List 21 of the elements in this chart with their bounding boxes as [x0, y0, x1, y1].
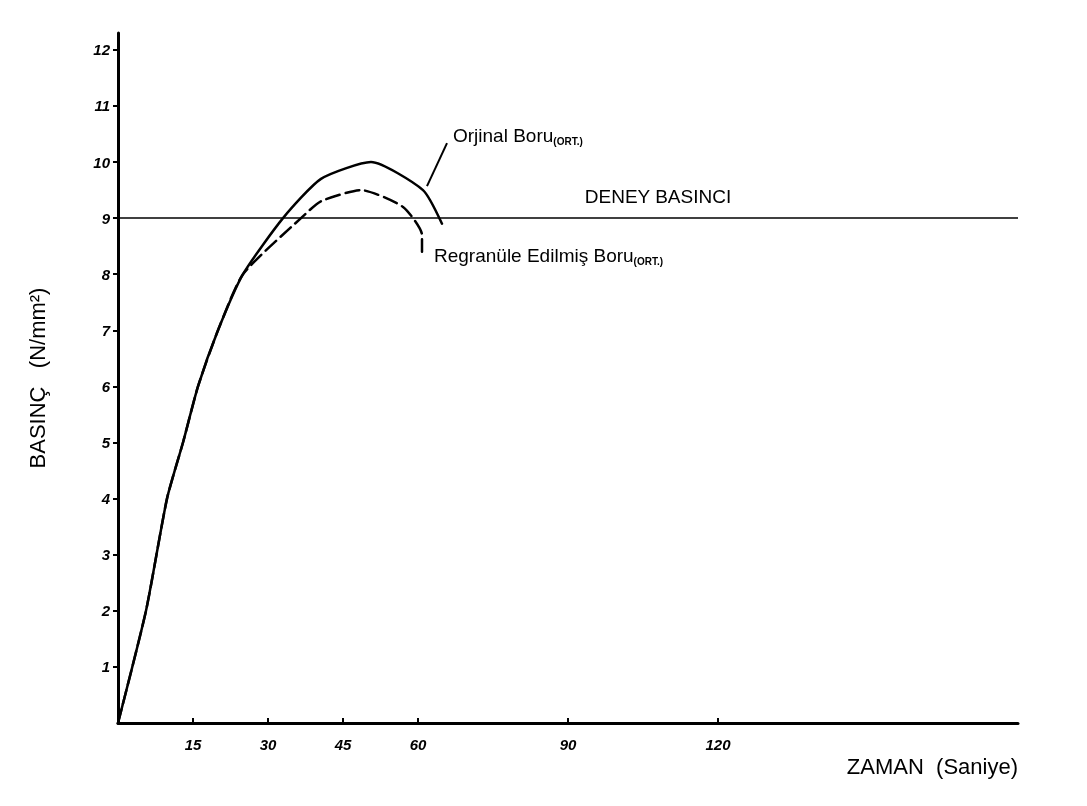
y-tick-label: 4	[100, 490, 111, 508]
y-tick-label: 3	[101, 546, 111, 564]
x-tick-label: 45	[333, 736, 352, 753]
y-tick-label: 9	[101, 209, 111, 227]
x-tick-label: 60	[409, 736, 427, 753]
y-tick-label: 8	[101, 265, 111, 283]
x-axis-title: ZAMAN (Saniye)	[846, 753, 1018, 779]
x-tick-label: 15	[184, 736, 202, 753]
y-tick-label: 2	[100, 602, 111, 620]
x-tick-label: 90	[559, 736, 577, 753]
x-tick-label: 120	[705, 736, 732, 753]
y-tick-label: 11	[94, 97, 110, 115]
y-tick-label: 5	[101, 434, 111, 452]
y-tick-label: 6	[101, 377, 111, 395]
y-tick-label: 12	[93, 41, 111, 59]
y-axis-title: BASINÇ (N/mm²)	[24, 287, 50, 469]
y-tick-label: 10	[93, 153, 111, 171]
y-tick-label: 7	[101, 321, 111, 339]
x-tick-label: 30	[259, 736, 277, 753]
y-tick-label: 1	[101, 658, 110, 676]
ref-line-label: DENEY BASINCI	[584, 186, 732, 208]
